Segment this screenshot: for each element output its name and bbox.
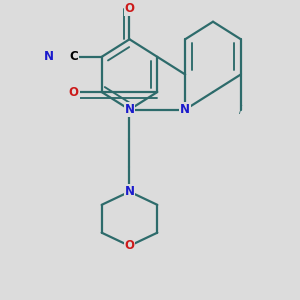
Text: N: N [44, 50, 54, 63]
Text: N: N [180, 103, 190, 116]
Text: N: N [124, 103, 134, 116]
Text: O: O [69, 85, 79, 98]
Text: O: O [124, 239, 134, 252]
Text: N: N [124, 185, 134, 198]
Text: /: / [239, 105, 242, 115]
Text: O: O [124, 2, 134, 15]
Text: C: C [69, 50, 78, 63]
